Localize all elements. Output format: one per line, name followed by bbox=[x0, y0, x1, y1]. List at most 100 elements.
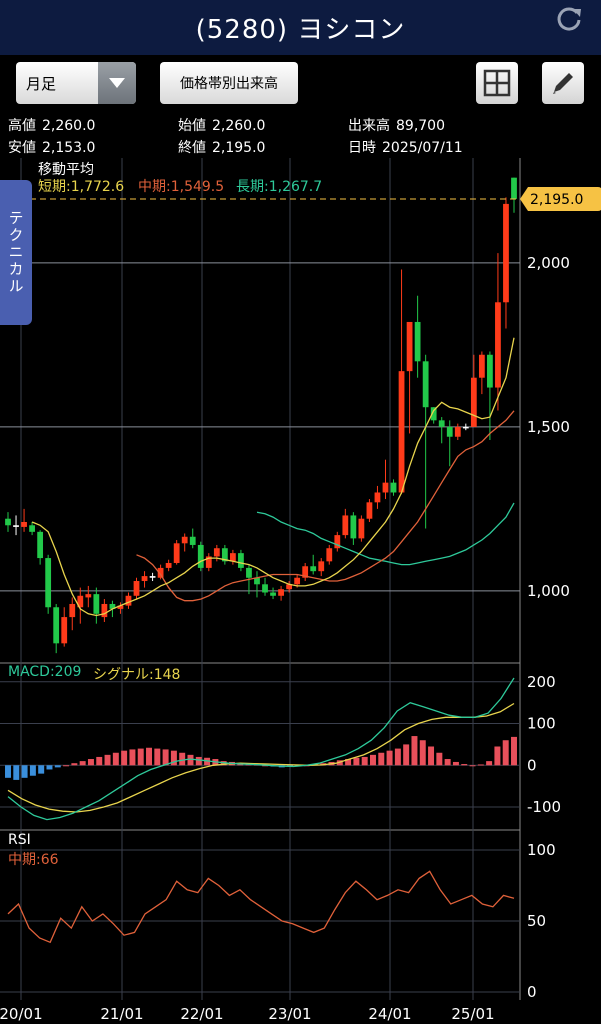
macd-histogram-bar bbox=[378, 752, 385, 766]
macd-histogram-bar bbox=[494, 746, 501, 766]
macd-histogram-bar bbox=[29, 765, 36, 776]
candle bbox=[511, 177, 517, 199]
candle bbox=[238, 553, 244, 568]
candle bbox=[246, 567, 252, 578]
price-axis-label: 1,500 bbox=[527, 418, 570, 436]
period-select[interactable]: 月足 bbox=[16, 62, 136, 104]
macd-histogram-bar bbox=[79, 761, 86, 766]
macd-histogram-bar bbox=[511, 736, 517, 766]
ma-short-line bbox=[31, 337, 515, 617]
candle bbox=[310, 566, 317, 572]
candle bbox=[454, 426, 461, 437]
macd-line bbox=[7, 677, 515, 821]
candle bbox=[326, 548, 333, 562]
candle bbox=[342, 515, 349, 536]
candle bbox=[173, 543, 180, 563]
macd-histogram-bar bbox=[461, 764, 468, 766]
candle bbox=[229, 553, 236, 562]
macd-histogram-bar bbox=[187, 754, 194, 766]
macd-histogram-bar bbox=[13, 765, 20, 780]
macd-histogram-bar bbox=[336, 760, 343, 766]
macd-histogram-bar bbox=[452, 761, 459, 766]
candle bbox=[366, 502, 373, 519]
x-tick-label: 24/01 bbox=[368, 1005, 411, 1023]
macd-histogram-bar bbox=[129, 749, 136, 766]
candle bbox=[117, 605, 124, 609]
macd-histogram-bar bbox=[444, 759, 451, 766]
candle bbox=[318, 561, 325, 572]
candle bbox=[101, 603, 108, 618]
candle bbox=[165, 562, 172, 568]
candle bbox=[13, 525, 19, 527]
ma-title: 移動平均 bbox=[38, 162, 94, 178]
candle bbox=[462, 426, 469, 429]
signal-line bbox=[7, 702, 515, 813]
candle bbox=[495, 302, 501, 388]
macd-histogram-bar bbox=[204, 757, 211, 766]
candle bbox=[69, 603, 76, 618]
macd-axis-label: 100 bbox=[527, 715, 556, 733]
candle bbox=[286, 584, 293, 590]
candle bbox=[213, 548, 220, 557]
candle bbox=[406, 321, 413, 372]
candle bbox=[141, 576, 148, 582]
candle bbox=[438, 420, 445, 427]
candle bbox=[157, 567, 164, 578]
quote-close-label: 終値 bbox=[178, 140, 206, 156]
candle bbox=[334, 535, 341, 549]
candle bbox=[21, 521, 27, 527]
quote-volume-value: 89,700 bbox=[396, 118, 445, 134]
rsi-axis-label: 100 bbox=[527, 841, 556, 859]
macd-histogram-bar bbox=[104, 754, 111, 766]
macd-histogram-bar bbox=[411, 736, 418, 766]
macd-histogram-bar bbox=[386, 750, 393, 766]
candle bbox=[61, 617, 68, 644]
macd-histogram-bar bbox=[112, 752, 119, 766]
macd-histogram-bar bbox=[87, 759, 94, 766]
current-price-tag bbox=[520, 186, 601, 211]
candle bbox=[45, 558, 52, 608]
macd-histogram-bar bbox=[146, 747, 153, 766]
macd-histogram-bar bbox=[403, 744, 410, 766]
macd-axis-label: 200 bbox=[527, 673, 556, 691]
macd-histogram-bar bbox=[477, 764, 484, 766]
candle bbox=[133, 581, 140, 596]
ma-mid-legend: 中期:1,549.5 bbox=[138, 179, 225, 195]
page-title: (5280) ヨシコン bbox=[195, 15, 406, 45]
candle bbox=[478, 354, 485, 378]
pencil-icon[interactable] bbox=[542, 62, 584, 104]
candle bbox=[205, 556, 212, 568]
candle bbox=[382, 482, 389, 493]
macd-histogram-bar bbox=[71, 763, 78, 766]
price-chart[interactable]: 20/01 21/01 22/01 23/01 24/01 25/01 1,000 1,500… bbox=[0, 158, 601, 1024]
technical-tab[interactable]: テクニカル bbox=[0, 180, 32, 325]
candle bbox=[390, 482, 397, 493]
macd-histogram-bar bbox=[345, 759, 352, 766]
quote-high-value: 2,260.0 bbox=[42, 118, 96, 134]
refresh-icon[interactable] bbox=[555, 5, 583, 33]
grid-icon[interactable] bbox=[476, 62, 518, 104]
candle bbox=[278, 589, 284, 596]
ma-mid-line bbox=[136, 410, 515, 602]
quote-date-label: 日時 bbox=[348, 140, 376, 156]
macd-histogram-bar bbox=[5, 765, 11, 778]
quote-open: 始値 2,260.0 bbox=[178, 115, 265, 135]
current-price-tag-label: 2,195.0 bbox=[530, 192, 583, 208]
period-select-value: 月足 bbox=[26, 74, 57, 93]
quote-open-value: 2,260.0 bbox=[212, 118, 266, 134]
quote-low: 安値 2,153.0 bbox=[8, 137, 95, 157]
candle bbox=[414, 321, 421, 362]
macd-axis-label: 0 bbox=[527, 756, 537, 774]
candle bbox=[358, 518, 365, 539]
volume-profile-button[interactable]: 価格帯別出来高 bbox=[160, 62, 298, 104]
macd-histogram-bar bbox=[63, 765, 70, 767]
macd-histogram-bar bbox=[54, 765, 61, 768]
rsi-mid-legend: 中期:66 bbox=[8, 852, 59, 868]
candle bbox=[350, 515, 357, 539]
macd-histogram-bar bbox=[38, 765, 45, 774]
chevron-down-icon bbox=[98, 62, 136, 104]
quote-date-value: 2025/07/11 bbox=[382, 140, 463, 156]
quote-open-label: 始値 bbox=[178, 118, 206, 134]
rsi-axis-label: 50 bbox=[527, 912, 546, 930]
macd-histogram-bar bbox=[428, 746, 435, 766]
